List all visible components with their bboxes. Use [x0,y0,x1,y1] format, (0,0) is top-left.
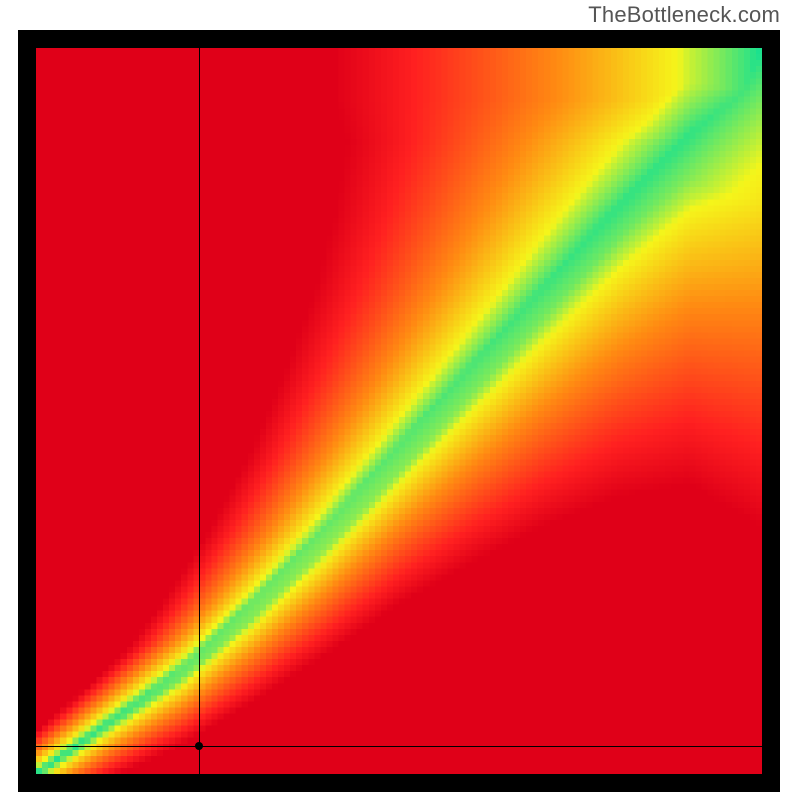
plot-frame [18,30,780,792]
watermark-text: TheBottleneck.com [588,2,780,28]
crosshair-marker-dot [195,742,203,750]
crosshair-horizontal [36,746,762,747]
crosshair-vertical [199,48,200,774]
heatmap-canvas [36,48,762,774]
